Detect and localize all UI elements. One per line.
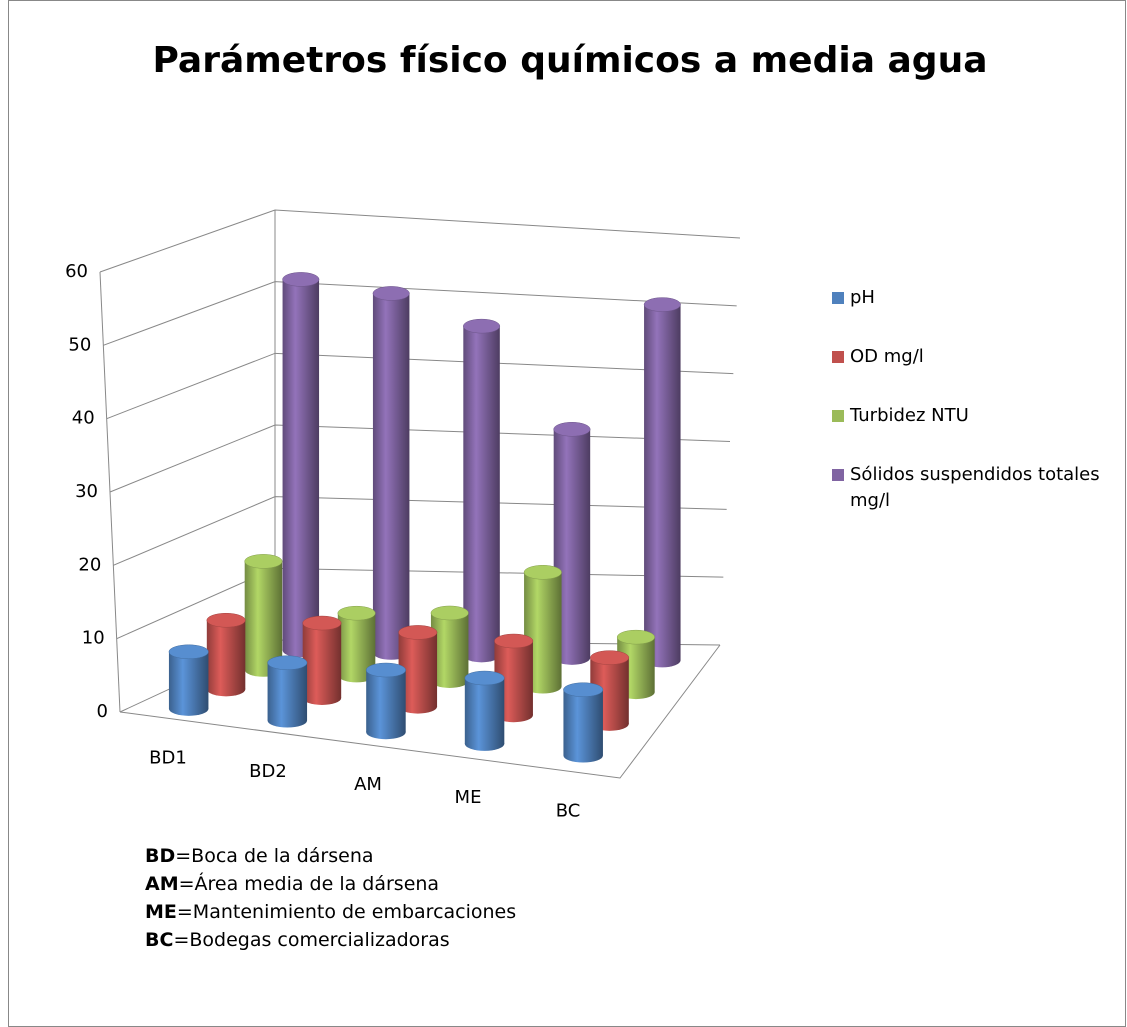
note-text: =Boca de la dársena [175, 845, 374, 867]
note-abbr: BC [145, 929, 174, 951]
cylinder-body [337, 613, 376, 676]
note: AM=Área media de la dársena [145, 870, 516, 898]
cylinder [464, 670, 505, 751]
legend: pH OD mg/l Turbidez NTU Sólidos suspendidos… [832, 285, 1102, 547]
cylinder-body [206, 620, 246, 690]
cylinder-top [337, 605, 376, 621]
cylinder-top [244, 554, 283, 569]
cylinder-top [463, 318, 501, 334]
cylinder [463, 318, 501, 663]
cylinder-body [267, 662, 308, 721]
legend-label: pH [850, 287, 875, 308]
axis-line [99, 271, 121, 713]
note-text: =Mantenimiento de embarcaciones [176, 901, 517, 923]
cylinder-top [365, 662, 406, 678]
grid-line [103, 281, 737, 346]
grid-line [109, 424, 731, 493]
cylinder [244, 554, 283, 677]
legend-swatch [832, 469, 844, 481]
x-tick-label: ME [455, 787, 482, 808]
cylinder-top [643, 297, 681, 312]
x-tick-label: BD1 [149, 748, 187, 769]
cylinder-top [267, 655, 308, 670]
cylinder [206, 612, 246, 697]
cylinder-top [302, 615, 342, 631]
cylinder-body [302, 623, 342, 698]
cylinder [168, 644, 209, 716]
note: BC=Bodegas comercializadoras [145, 926, 516, 954]
grid-line [106, 352, 734, 420]
y-tick-label: 10 [82, 628, 105, 649]
cylinder-top [616, 629, 655, 645]
cylinder [523, 565, 562, 694]
cylinder [643, 297, 681, 668]
cylinder-top [398, 625, 438, 640]
legend-swatch [832, 410, 844, 422]
note: BD=Boca de la dársena [145, 842, 516, 870]
cylinder-body [366, 670, 406, 733]
legend-swatch [832, 292, 844, 304]
chart-title: Parámetros físico químicos a media agua [152, 40, 987, 81]
y-tick-label: 50 [68, 334, 91, 355]
legend-label: Turbidez NTU [850, 405, 969, 426]
note-text: =Bodegas comercializadoras [173, 929, 450, 951]
cylinder-body [244, 561, 283, 670]
cylinder-top [372, 286, 410, 301]
cylinder-body [168, 651, 209, 709]
cylinder [430, 605, 469, 688]
y-tick-label: 0 [97, 701, 108, 722]
note-text: =Área media de la dársena [178, 873, 440, 895]
legend-item: Sólidos suspendidos totales mg/l [832, 462, 1102, 514]
notes: BD=Boca de la dársena AM=Área media de la… [145, 842, 516, 954]
floor-edge [119, 644, 721, 779]
cylinder [302, 615, 342, 705]
cylinder-body [463, 326, 500, 656]
cylinder [267, 655, 308, 728]
cylinder-top [168, 644, 209, 660]
cylinder [563, 682, 604, 763]
cylinder [282, 272, 320, 658]
cylinder-body [282, 279, 320, 651]
grid-line [113, 496, 727, 566]
note-abbr: BD [145, 845, 176, 867]
cylinder-top [430, 605, 469, 621]
note-abbr: ME [145, 901, 177, 923]
cylinder [337, 605, 376, 683]
note-abbr: AM [145, 873, 179, 895]
legend-swatch [832, 351, 844, 363]
cylinder-top [282, 272, 320, 287]
cylinder [365, 662, 406, 740]
legend-item: Turbidez NTU [832, 403, 1102, 429]
cylinder-top [563, 682, 604, 697]
y-tick-label: 30 [75, 481, 98, 502]
cylinder-top [206, 612, 246, 628]
legend-label: OD mg/l [850, 346, 924, 367]
legend-item: OD mg/l [832, 344, 1102, 370]
x-tick-label: BD2 [249, 761, 287, 782]
legend-item: pH [832, 285, 1102, 311]
grid-line [99, 209, 741, 273]
cylinder-body [430, 612, 469, 681]
cylinder-body [372, 293, 410, 653]
y-tick-label: 20 [78, 554, 101, 575]
legend-label: Sólidos suspendidos totales mg/l [850, 464, 1100, 511]
cylinder-top [590, 650, 630, 665]
cylinder-body [563, 689, 603, 756]
y-tick-label: 60 [65, 261, 88, 282]
cylinder-top [494, 633, 534, 649]
y-tick-label: 40 [72, 408, 95, 429]
x-tick-label: BC [556, 800, 581, 821]
note: ME=Mantenimiento de embarcaciones [145, 898, 516, 926]
cylinder-body [644, 304, 681, 661]
cylinder-top [464, 670, 505, 686]
cylinder-top [523, 565, 562, 580]
cylinder-body [464, 678, 505, 744]
cylinder-top [553, 422, 591, 437]
cylinder [372, 286, 410, 660]
x-tick-label: AM [354, 774, 382, 795]
